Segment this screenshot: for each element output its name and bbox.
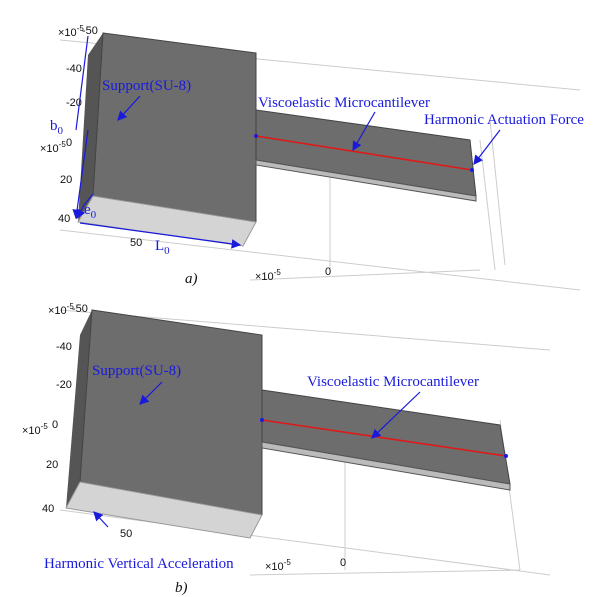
panel-label: a): [185, 271, 198, 287]
text-part: -5: [284, 558, 292, 567]
y-tick: 20: [60, 174, 72, 186]
beam-axis: [255, 135, 473, 171]
text-part: 0: [164, 245, 170, 257]
arrow: [473, 129, 501, 165]
y-tick: 0: [66, 137, 72, 149]
arrow: [139, 381, 163, 405]
y-tick: -20: [66, 97, 82, 109]
text-part: ×10: [22, 425, 41, 437]
support-bottom: [65, 481, 263, 539]
grid: [59, 309, 551, 576]
text-part: -5: [274, 268, 282, 277]
support-side: [78, 33, 103, 222]
arrow: [371, 391, 421, 439]
scale-label: ×10-5: [255, 268, 281, 283]
text-part: ×10: [255, 271, 274, 283]
support-front: [79, 309, 263, 516]
node: [254, 134, 258, 138]
dimension-arrow: [79, 222, 240, 245]
y-tick: 40: [42, 503, 54, 515]
dimension-arrow: [77, 193, 94, 218]
text-part: -5: [41, 422, 49, 431]
y-tick: 0: [52, 419, 58, 431]
arrow: [93, 511, 109, 528]
beam-top: [261, 389, 511, 485]
beam-label: Viscoelastic Microcantilever: [258, 95, 430, 111]
text-part: ×10: [265, 561, 284, 573]
dim-label: b0: [50, 118, 64, 137]
y-tick: -50: [82, 25, 98, 37]
y-tick: 20: [46, 459, 58, 471]
text-part: e: [84, 202, 91, 218]
scale-label: ×10-5: [48, 302, 74, 317]
y-tick: -40: [66, 63, 82, 75]
y-tick: -40: [56, 341, 72, 353]
text-part: L: [155, 238, 164, 254]
node: [504, 454, 508, 458]
text-part: 0: [91, 209, 97, 221]
dim-label: L0: [155, 238, 170, 257]
panel-a: ×10-5 -50 -40 -20 ×10-5 0 20 40 50 0 ×10…: [40, 24, 584, 291]
dimension-arrow: [76, 35, 89, 218]
text-part: -5: [67, 302, 75, 311]
text-part: ×10: [58, 27, 77, 39]
y-tick: 40: [58, 213, 70, 225]
text-part: -5: [77, 24, 85, 33]
panel-b: ×10-5 -50 -40 -20 ×10-5 0 20 40 50 0 ×10…: [22, 302, 551, 596]
support-front: [92, 32, 257, 223]
beam-side: [255, 159, 477, 202]
scale-label: ×10-5: [40, 140, 66, 155]
x-tick: 0: [325, 266, 331, 278]
beam-label: Viscoelastic Microcantilever: [307, 374, 479, 390]
y-tick: -50: [72, 303, 88, 315]
text-part: -5: [59, 140, 67, 149]
text-part: b: [50, 118, 58, 134]
scale-label: ×10-5: [58, 24, 84, 39]
beam-side: [261, 441, 511, 491]
x-tick: 0: [340, 557, 346, 569]
support-label: Support(SU-8): [102, 78, 191, 94]
text-part: 0: [58, 125, 64, 137]
scale-label: ×10-5: [22, 422, 48, 437]
support-label: Support(SU-8): [92, 363, 181, 379]
x-tick: 50: [130, 237, 142, 249]
dim-label: e0: [84, 202, 97, 221]
scale-label: ×10-5: [265, 558, 291, 573]
node: [470, 168, 474, 172]
text-part: ×10: [48, 305, 67, 317]
y-tick: -20: [56, 379, 72, 391]
support-side: [66, 310, 92, 508]
load-label: Harmonic Vertical Acceleration: [44, 556, 234, 572]
node: [260, 418, 264, 422]
load-label: Harmonic Actuation Force: [424, 112, 584, 128]
arrow: [117, 95, 141, 121]
x-tick: 50: [120, 528, 132, 540]
arrow: [352, 111, 376, 152]
text-part: ×10: [40, 143, 59, 155]
beam-axis: [261, 419, 507, 457]
grid: [59, 39, 581, 291]
panel-label: b): [175, 580, 188, 596]
